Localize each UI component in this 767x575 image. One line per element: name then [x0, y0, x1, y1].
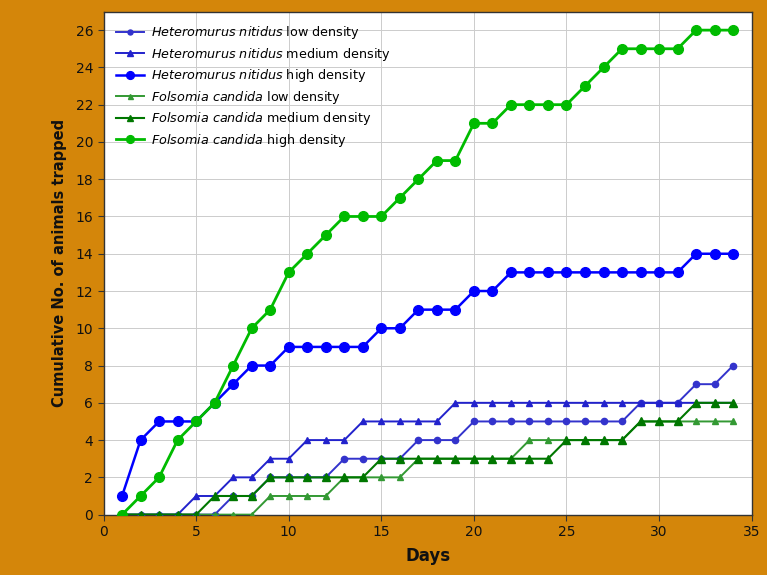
- Legend: $\it{Heteromurus\ nitidus}$ low density, $\it{Heteromurus\ nitidus}$ medium dens: $\it{Heteromurus\ nitidus}$ low density,…: [110, 18, 397, 155]
- X-axis label: Days: Days: [405, 547, 450, 565]
- Y-axis label: Cumulative No. of animals trapped: Cumulative No. of animals trapped: [52, 119, 67, 407]
